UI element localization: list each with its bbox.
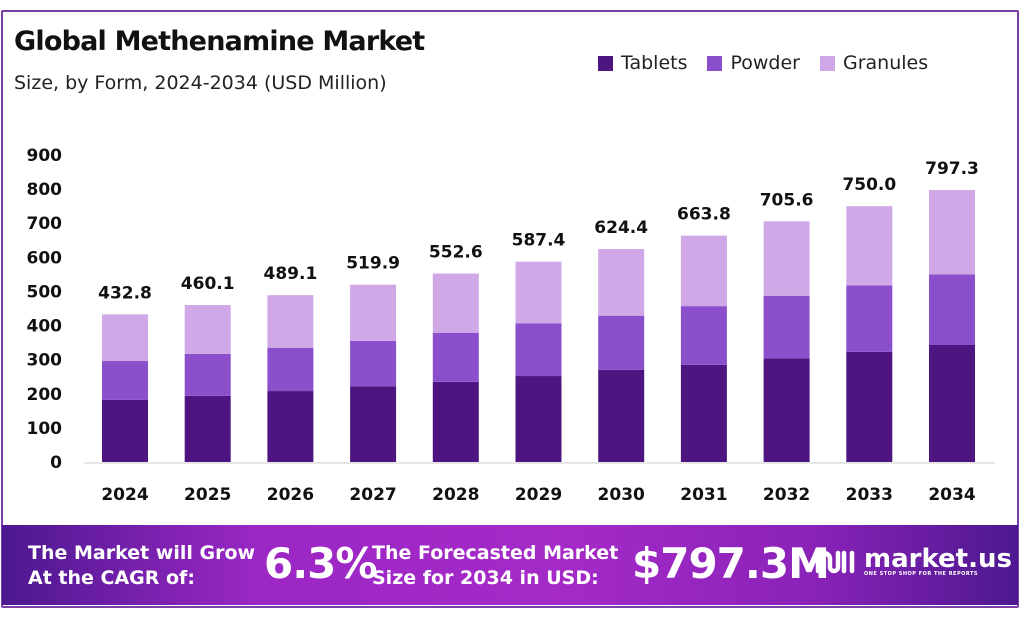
bar-segment-granules <box>763 221 810 296</box>
logo-tagline: ONE STOP SHOP FOR THE REPORTS <box>864 571 979 577</box>
y-tick-label: 100 <box>27 419 63 439</box>
y-tick-label: 800 <box>27 180 63 200</box>
forecast-label-line: The Forecasted Market <box>372 542 619 564</box>
legend-label: Tablets <box>621 52 688 74</box>
bar-segment-powder <box>680 306 727 365</box>
y-tick-label: 400 <box>27 317 63 337</box>
stacked-bar-chart: 0 100 200 300 400 500 600 700 800 900 432.8 2024 460… <box>27 146 995 505</box>
total-label: 519.9 <box>346 254 400 274</box>
bar-segment-tablets <box>763 358 810 462</box>
bar-segment-powder <box>929 274 975 345</box>
bar-segment-tablets <box>680 364 727 462</box>
y-tick-label: 600 <box>27 248 63 268</box>
cagr-label-line: The Market will Grow <box>28 542 256 564</box>
chart-subtitle: Size, by Form, 2024-2034 (USD Million) <box>14 72 387 94</box>
total-label: 797.3 <box>925 159 979 179</box>
bar-segment-tablets <box>184 395 231 462</box>
bar-segment-granules <box>598 249 645 316</box>
x-tick-label: 2034 <box>928 485 975 505</box>
legend: Tablets Powder Granules <box>598 52 928 74</box>
bar-segment-powder <box>763 295 810 359</box>
x-tick-label: 2025 <box>184 485 231 505</box>
bar-segment-granules <box>267 295 314 348</box>
logo-icon <box>815 550 855 574</box>
bar-segment-tablets <box>598 369 645 462</box>
bar-segment-tablets <box>846 351 893 462</box>
y-tick-label: 700 <box>27 214 63 234</box>
bar-segment-powder <box>598 315 645 370</box>
legend-item-powder: Powder <box>707 52 800 74</box>
total-label: 750.0 <box>842 175 896 195</box>
bar-segment-tablets <box>102 399 148 462</box>
total-label: 460.1 <box>181 274 235 294</box>
bar-segment-granules <box>350 284 397 341</box>
cagr-label-line: At the CAGR of: <box>28 567 195 589</box>
chart-frame <box>1 10 1019 608</box>
x-tick-label: 2031 <box>680 485 727 505</box>
bar-segment-tablets <box>350 386 397 462</box>
cagr-value: 6.3% <box>264 539 377 588</box>
bar-segment-powder <box>515 323 562 377</box>
chart-title: Global Methenamine Market <box>14 26 425 57</box>
bar-segment-powder <box>102 361 148 400</box>
total-label: 489.1 <box>264 264 318 284</box>
legend-swatch <box>598 55 613 71</box>
summary-banner: The Market will Grow At the CAGR of: 6.3%… <box>2 525 1018 605</box>
bar-segment-granules <box>846 206 893 286</box>
forecast-value: $797.3M <box>632 539 830 588</box>
total-label: 624.4 <box>594 218 648 238</box>
x-tick-label: 2028 <box>432 485 479 505</box>
bar-segment-powder <box>350 340 397 387</box>
bar-segment-powder <box>184 353 231 396</box>
cagr-label: The Market will Grow At the CAGR of: <box>28 541 255 591</box>
bar-segment-tablets <box>267 391 314 462</box>
legend-swatch <box>707 55 723 71</box>
y-tick-label: 900 <box>27 146 63 166</box>
legend-label: Powder <box>730 52 800 74</box>
market-us-logo: market.us ONE STOP SHOP FOR THE REPORTS <box>814 544 1012 577</box>
legend-label: Granules <box>843 52 929 74</box>
bar-segment-granules <box>929 190 975 275</box>
total-label: 432.8 <box>98 283 152 303</box>
bar-segment-tablets <box>515 376 562 462</box>
x-tick-label: 2024 <box>101 485 148 505</box>
logo-text: market.us <box>864 544 1012 574</box>
total-label: 663.8 <box>677 205 731 225</box>
x-tick-label: 2030 <box>598 485 645 505</box>
bar-segment-tablets <box>432 381 479 462</box>
bar-segment-tablets <box>929 344 975 462</box>
x-tick-label: 2029 <box>515 485 562 505</box>
y-tick-label: 500 <box>27 282 63 302</box>
legend-swatch <box>820 55 835 71</box>
x-tick-label: 2032 <box>763 485 810 505</box>
forecast-label-line: Size for 2034 in USD: <box>372 567 599 589</box>
total-label: 705.6 <box>760 190 814 210</box>
bar-segment-powder <box>846 285 893 352</box>
x-tick-label: 2026 <box>267 485 314 505</box>
legend-item-tablets: Tablets <box>598 52 687 74</box>
bar-segment-granules <box>184 305 231 354</box>
total-label: 552.6 <box>429 243 483 263</box>
y-tick-label: 200 <box>27 385 63 405</box>
bar-segment-granules <box>515 261 562 324</box>
y-tick-label: 0 <box>50 453 62 473</box>
forecast-label: The Forecasted Market Size for 2034 in US… <box>372 541 618 591</box>
x-tick-label: 2027 <box>349 485 396 505</box>
bar-segment-granules <box>680 235 727 307</box>
bar-segment-granules <box>102 314 148 362</box>
x-tick-label: 2033 <box>846 485 893 505</box>
total-label: 587.4 <box>512 231 566 251</box>
bar-segment-powder <box>267 347 314 392</box>
legend-item-granules: Granules <box>820 52 928 74</box>
y-tick-label: 300 <box>27 351 63 371</box>
bar-segment-powder <box>432 332 479 382</box>
bar-segment-granules <box>432 273 479 333</box>
